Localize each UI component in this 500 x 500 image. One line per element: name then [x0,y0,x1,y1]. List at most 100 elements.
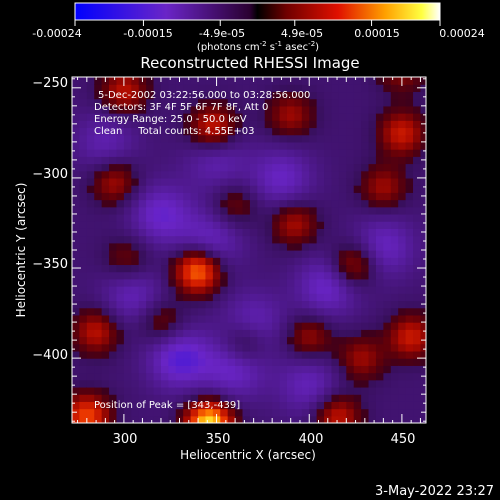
heatmap-cell [131,170,140,179]
heatmap-cell [235,408,244,417]
heatmap-cell [294,307,303,316]
heatmap-cell [390,228,399,237]
heatmap-cell [123,408,132,417]
heatmap-cell [227,415,236,423]
heatmap-cell [331,192,340,201]
heatmap-cell [324,372,333,381]
heatmap-cell [190,177,199,186]
heatmap-cell [279,278,288,287]
heatmap-cell [309,242,318,251]
heatmap-cell [235,221,244,229]
heatmap-cell [338,163,347,172]
heatmap-cell [168,213,177,222]
heatmap-cell [190,127,199,136]
heatmap-cell [361,365,370,374]
heatmap-cell [160,91,169,100]
heatmap-cell [420,185,426,193]
heatmap-cell [413,300,422,309]
heatmap-cell [264,91,273,100]
heatmap-cell [168,278,177,287]
heatmap-cell [286,322,295,330]
heatmap-cell [242,199,251,208]
heatmap-cell [338,350,347,359]
heatmap-cell [198,379,207,388]
heatmap-cell [316,206,325,215]
heatmap-cell [183,293,192,302]
heatmap-cell [264,415,273,423]
heatmap-cell [86,134,95,143]
heatmap-cell [131,91,140,100]
heatmap-cell [138,235,147,244]
heatmap-cell [190,105,199,114]
heatmap-cell [175,120,184,129]
heatmap-cell [235,177,244,186]
heatmap-cell [383,170,392,179]
heatmap-cell [361,98,370,107]
heatmap-cell [212,141,221,150]
heatmap-cell [123,314,132,323]
heatmap-cell [72,163,81,172]
heatmap-cell [294,177,303,186]
heatmap-cell [94,185,103,193]
heatmap-cell [309,192,318,201]
heatmap-cell [294,365,303,374]
heatmap-cell [168,156,177,165]
heatmap-cell [257,221,266,229]
heatmap-cell [138,278,147,287]
heatmap-cell [101,250,110,258]
heatmap-cell [146,336,155,345]
heatmap-cell [338,264,347,273]
heatmap-cell [168,307,177,316]
heatmap-cell [375,91,384,100]
heatmap-cell [301,235,310,244]
heatmap-cell [79,149,88,157]
heatmap-cell [368,264,377,273]
heatmap-cell [235,278,244,287]
heatmap-cell [301,127,310,136]
heatmap-cell [390,77,399,85]
heatmap-cell [94,213,103,222]
heatmap-cell [175,343,184,352]
heatmap-cell [294,141,303,150]
heatmap-cell [272,415,281,423]
heatmap-cell [390,91,399,100]
heatmap-cell [331,206,340,215]
heatmap-cell [294,242,303,251]
heatmap-cell [249,213,258,222]
heatmap-cell [153,105,162,114]
heatmap-cell [183,192,192,201]
heatmap-cell [109,293,118,302]
heatmap-cell [94,379,103,388]
heatmap-cell [205,177,214,186]
heatmap-cell [286,185,295,193]
heatmap-cell [353,163,362,172]
heatmap-cell [405,264,414,273]
heatmap-cell [361,91,370,100]
heatmap-cell [405,314,414,323]
heatmap-cell [116,314,125,323]
heatmap-cell [390,257,399,266]
heatmap-cell [94,134,103,143]
heatmap-cell [316,250,325,258]
heatmap-cell [160,394,169,402]
heatmap-cell [405,105,414,114]
heatmap-cell [272,343,281,352]
heatmap-cell [175,228,184,237]
heatmap-cell [131,350,140,359]
heatmap-cell [301,213,310,222]
heatmap-cell [316,163,325,172]
heatmap-cell [309,278,318,287]
heatmap-cell [309,134,318,143]
heatmap-cell [361,127,370,136]
heatmap-cell [123,185,132,193]
heatmap-cell [160,286,169,294]
heatmap-cell [86,329,95,338]
heatmap-cell [101,336,110,345]
heatmap-cell [138,221,147,229]
heatmap-cell [338,206,347,215]
heatmap-cell [220,358,229,366]
heatmap-cell [420,329,426,338]
heatmap-cell [227,127,236,136]
heatmap-cell [175,242,184,251]
heatmap-cell [346,307,355,316]
